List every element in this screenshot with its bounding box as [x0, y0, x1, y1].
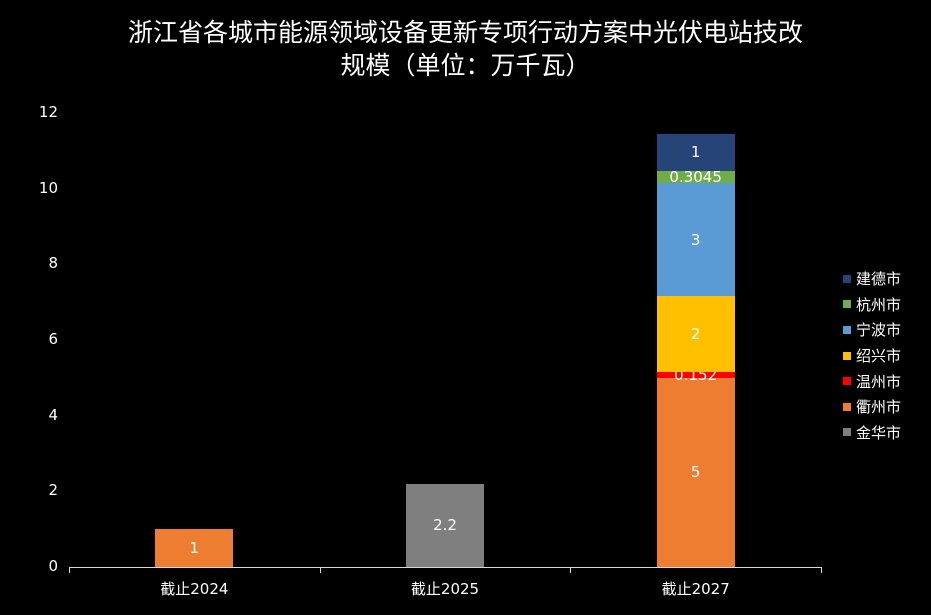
legend-label: 温州市: [856, 372, 902, 391]
legend: 建德市杭州市宁波市绍兴市温州市衢州市金华市: [843, 266, 901, 445]
legend-swatch-icon: [843, 351, 851, 360]
x-tick-mark: [69, 567, 70, 573]
legend-swatch-icon: [843, 325, 851, 334]
y-tick-label: 2: [48, 481, 58, 500]
bar-segment: 1: [656, 133, 735, 172]
x-tick-mark: [821, 567, 822, 573]
x-tick-label: 截止2027: [661, 580, 730, 598]
legend-swatch-icon: [843, 274, 851, 283]
x-tick-label: 截止2024: [160, 580, 229, 598]
bar-segment: 0.3045: [656, 168, 735, 187]
data-label: 5: [690, 463, 701, 482]
legend-label: 金华市: [856, 423, 902, 442]
y-tick-label: 6: [48, 330, 58, 348]
bar-segment: 3: [656, 182, 735, 297]
legend-item: 绍兴市: [843, 343, 901, 369]
legend-swatch-icon: [843, 377, 851, 386]
y-tick-label: 10: [38, 178, 58, 197]
data-label: 2.2: [433, 516, 457, 535]
x-axis-line: [69, 567, 821, 568]
legend-item: 衢州市: [843, 394, 901, 420]
legend-swatch-icon: [843, 300, 851, 309]
data-label: 3: [690, 230, 701, 249]
data-label: 0.3045: [669, 168, 722, 187]
y-tick-label: 0: [48, 557, 58, 575]
legend-item: 温州市: [843, 368, 901, 394]
chart-title: 浙江省各城市能源领域设备更新专项行动方案中光伏电站技改 规模（单位：万千瓦）: [0, 16, 931, 82]
legend-item: 建德市: [843, 266, 901, 292]
y-tick-label: 4: [48, 405, 58, 424]
legend-label: 绍兴市: [856, 347, 902, 366]
legend-label: 杭州市: [856, 295, 902, 314]
legend-label: 建德市: [856, 270, 902, 289]
bar-segment: 0.152: [656, 366, 735, 384]
chart-title-line-1: 浙江省各城市能源领域设备更新专项行动方案中光伏电站技改: [127, 18, 803, 47]
bar-segment: 2: [656, 296, 735, 373]
data-label: 1: [690, 143, 701, 162]
legend-item: 宁波市: [843, 317, 901, 343]
x-tick-mark: [570, 567, 571, 573]
x-tick-label: 截止2025: [410, 580, 480, 598]
legend-swatch-icon: [843, 428, 851, 437]
legend-label: 衢州市: [856, 398, 902, 417]
y-tick-label: 12: [38, 103, 58, 121]
legend-item: 金华市: [843, 420, 901, 446]
bar-segment: 1: [155, 529, 234, 567]
data-label: 2: [690, 325, 701, 344]
bar-segment: 5: [656, 377, 735, 567]
y-tick-label: 8: [48, 254, 58, 273]
legend-swatch-icon: [843, 402, 851, 411]
legend-label: 宁波市: [856, 321, 902, 340]
legend-item: 杭州市: [843, 292, 901, 318]
data-label: 1: [189, 539, 200, 558]
bar-segment: 2.2: [406, 483, 484, 567]
x-tick-mark: [320, 567, 321, 573]
chart-title-line-2: 规模（单位：万千瓦）: [340, 51, 591, 80]
